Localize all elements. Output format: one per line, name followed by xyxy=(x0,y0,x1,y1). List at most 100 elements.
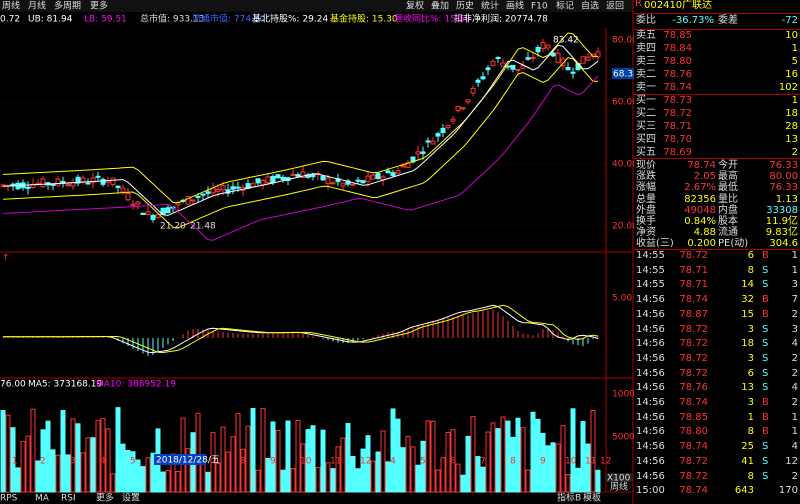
candle xyxy=(485,67,491,71)
macd-line xyxy=(3,304,599,354)
candle xyxy=(550,52,556,57)
candle xyxy=(340,182,346,187)
toolbar-button[interactable]: 返回 xyxy=(606,0,624,12)
volume-bar xyxy=(565,474,571,493)
candle xyxy=(25,186,31,189)
book-label: 买五 xyxy=(636,147,656,158)
trade-volume: 6 xyxy=(747,367,754,379)
quote-value: 0.200 xyxy=(687,238,716,250)
candle xyxy=(545,44,551,49)
book-price: 78.76 xyxy=(663,69,692,80)
trade-time: 14:56 xyxy=(636,352,665,364)
book-price: 78.85 xyxy=(663,30,692,41)
trade-volume: 8 xyxy=(747,264,754,276)
info-item: 扣非净利润: 20774.78 xyxy=(454,13,548,25)
toolbar-button[interactable]: 更多 xyxy=(90,0,108,12)
candle xyxy=(300,171,306,179)
trade-side: B xyxy=(762,250,769,261)
volume-bar xyxy=(250,407,256,493)
volume-bar xyxy=(95,419,101,493)
volume-bar xyxy=(550,442,556,493)
volume-bar xyxy=(415,464,421,493)
toolbar-button[interactable]: 历史 xyxy=(456,0,474,12)
volume-bar xyxy=(280,469,286,493)
candle xyxy=(445,124,451,129)
candle xyxy=(165,207,171,214)
trade-volume: 13 xyxy=(741,382,754,394)
volume-bar xyxy=(570,408,576,493)
candle xyxy=(195,195,201,198)
trade-count: 2 xyxy=(791,308,798,320)
volume-bar xyxy=(335,446,341,493)
volume-bar xyxy=(535,418,541,493)
candle xyxy=(135,201,141,205)
quote-label: 股本 xyxy=(718,216,738,227)
trade-side: S xyxy=(762,367,769,379)
bottom-tab[interactable]: MA xyxy=(35,494,50,504)
volume-bar xyxy=(240,448,246,493)
quote-value: 4.88 xyxy=(693,227,716,239)
toolbar-button[interactable]: 复权 xyxy=(406,0,424,12)
trade-volume: 14 xyxy=(741,279,754,291)
trade-count: 3 xyxy=(791,279,798,291)
volume-bar xyxy=(435,469,441,493)
volume-bar xyxy=(220,426,226,493)
toolbar-button[interactable]: 自选 xyxy=(581,0,599,12)
toolbar-button[interactable]: 标记 xyxy=(556,0,574,12)
trade-time: 14:56 xyxy=(636,367,665,379)
trade-side: S xyxy=(762,382,769,394)
stock-flag: R xyxy=(635,0,642,9)
volume-bar xyxy=(495,428,501,493)
volume-bar xyxy=(490,422,496,493)
candle xyxy=(375,172,381,179)
bottom-tab[interactable]: 更多 xyxy=(96,492,114,504)
volume-bar xyxy=(400,447,406,493)
quote-label: 涨跌 xyxy=(636,171,656,183)
trade-count: 2 xyxy=(791,397,798,408)
bottom-tab[interactable]: RSI xyxy=(61,494,76,504)
candle xyxy=(460,107,466,110)
bottom-tab[interactable]: RPS xyxy=(0,494,18,504)
volume-bar xyxy=(145,457,151,493)
volume-bar xyxy=(110,473,116,493)
toolbar-button[interactable]: 画线 xyxy=(506,0,524,12)
volume-bar xyxy=(235,413,241,493)
candle xyxy=(175,201,181,206)
volume-bar xyxy=(505,420,511,493)
candle xyxy=(495,56,501,59)
volume-bar xyxy=(120,443,126,493)
toolbar-button[interactable]: F10 xyxy=(531,2,548,12)
volume-bar xyxy=(355,468,361,493)
candle xyxy=(395,170,401,174)
book-price: 78.84 xyxy=(663,43,692,54)
value: -72 xyxy=(781,15,798,26)
volume-bar xyxy=(475,456,481,493)
toolbar-button[interactable]: 周线 xyxy=(2,0,20,12)
quote-label: 内盘 xyxy=(718,204,738,216)
volume-bar xyxy=(125,450,131,493)
toolbar-button[interactable]: 月线 xyxy=(28,0,46,12)
candle xyxy=(350,183,356,186)
bottom-tab[interactable]: 设置 xyxy=(122,493,140,504)
bottom-tab[interactable]: 模板 xyxy=(583,492,601,504)
quote-value: 304.6 xyxy=(769,238,798,250)
bottom-tab[interactable]: 指标B xyxy=(557,492,581,504)
toolbar-button[interactable]: 多周期 xyxy=(54,0,81,12)
toolbar-button[interactable]: 叠加 xyxy=(431,1,449,12)
price-axis-label: 60.00 xyxy=(612,98,634,108)
trade-time: 14:56 xyxy=(636,411,665,423)
trade-price: 78.72 xyxy=(679,338,708,350)
volume-bar xyxy=(215,462,221,493)
volume-header: MA10: 388952.19 xyxy=(96,380,176,390)
candle xyxy=(115,185,121,188)
volume-bar xyxy=(160,471,166,493)
book-label: 卖一 xyxy=(636,82,656,93)
volume-bar xyxy=(210,431,216,493)
trade-count: 7 xyxy=(791,294,798,306)
volume-axis-label: 10000 xyxy=(612,390,634,400)
volume-bar xyxy=(60,410,66,493)
ma-line xyxy=(2,44,599,216)
time-label: 12 xyxy=(360,457,371,467)
candle xyxy=(540,42,546,49)
toolbar-button[interactable]: 统计 xyxy=(481,0,499,12)
